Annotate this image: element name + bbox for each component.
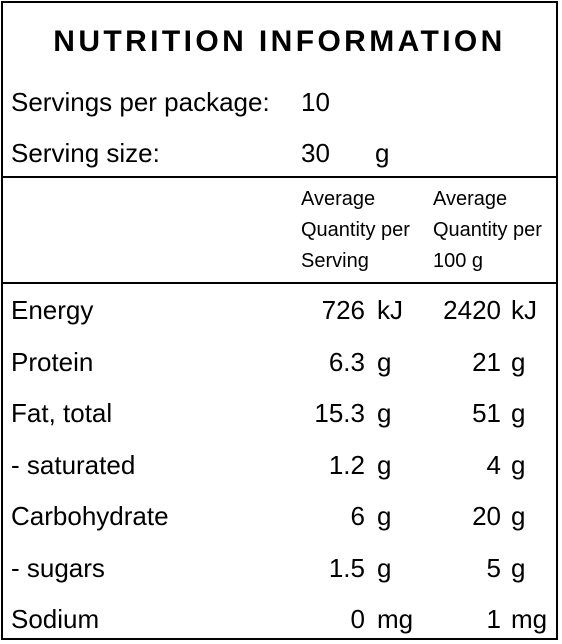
- per-serving-unit: g: [377, 398, 392, 428]
- per-serving-value: 0: [350, 604, 365, 634]
- per-serving-unit: kJ: [377, 295, 403, 325]
- per-100g-unit: g: [511, 449, 526, 480]
- nutrient-name: Energy: [11, 295, 94, 325]
- header-per-serving: Average Quantity per Serving: [301, 188, 410, 272]
- nutrient-name: Protein: [11, 346, 94, 377]
- per-100g-unit: g: [511, 501, 526, 531]
- per-serving-unit: g: [377, 552, 392, 583]
- per-serving-value: 15.3: [314, 398, 365, 428]
- panel-title: NUTRITION INFORMATION: [53, 25, 506, 58]
- per-serving-value: 6.3: [328, 346, 365, 377]
- per-100g-unit: g: [511, 346, 526, 377]
- per-100g-unit: kJ: [511, 295, 537, 325]
- per-100g-value: 5: [486, 552, 501, 583]
- serving-size-label: Serving size:: [11, 138, 160, 168]
- per-serving-value: 6: [350, 501, 365, 531]
- per-100g-unit: mg: [511, 604, 548, 634]
- per-serving-unit: g: [377, 449, 392, 480]
- per-100g-unit: g: [511, 552, 526, 583]
- nutrient-name: Carbohydrate: [11, 501, 169, 531]
- per-serving-value: 1.2: [328, 449, 365, 480]
- per-serving-value: 1.5: [328, 552, 365, 583]
- per-100g-value: 4: [486, 449, 501, 480]
- per-100g-unit: g: [511, 398, 526, 428]
- serving-size-unit: g: [375, 138, 390, 168]
- serving-size-value: 30: [301, 138, 330, 168]
- nutrient-name: Fat, total: [11, 398, 113, 428]
- nutrient-name: - saturated: [11, 449, 136, 480]
- per-serving-unit: mg: [377, 604, 414, 634]
- servings-per-package-value: 10: [301, 87, 330, 117]
- divider-header: [3, 282, 556, 284]
- per-serving-unit: g: [377, 501, 392, 531]
- servings-per-package-label: Servings per package:: [11, 87, 270, 117]
- header-per-100g: Average Quantity per 100 g: [433, 188, 542, 272]
- divider-top: [3, 176, 556, 178]
- per-100g-value: 2420: [443, 295, 501, 325]
- per-serving-unit: g: [377, 346, 392, 377]
- per-serving-value: 726: [321, 295, 365, 325]
- per-100g-value: 21: [472, 346, 501, 377]
- nutrient-name: Sodium: [11, 604, 100, 634]
- per-100g-value: 1: [486, 604, 501, 634]
- per-100g-value: 51: [472, 398, 501, 428]
- per-100g-value: 20: [472, 501, 501, 531]
- nutrient-name: - sugars: [11, 552, 105, 583]
